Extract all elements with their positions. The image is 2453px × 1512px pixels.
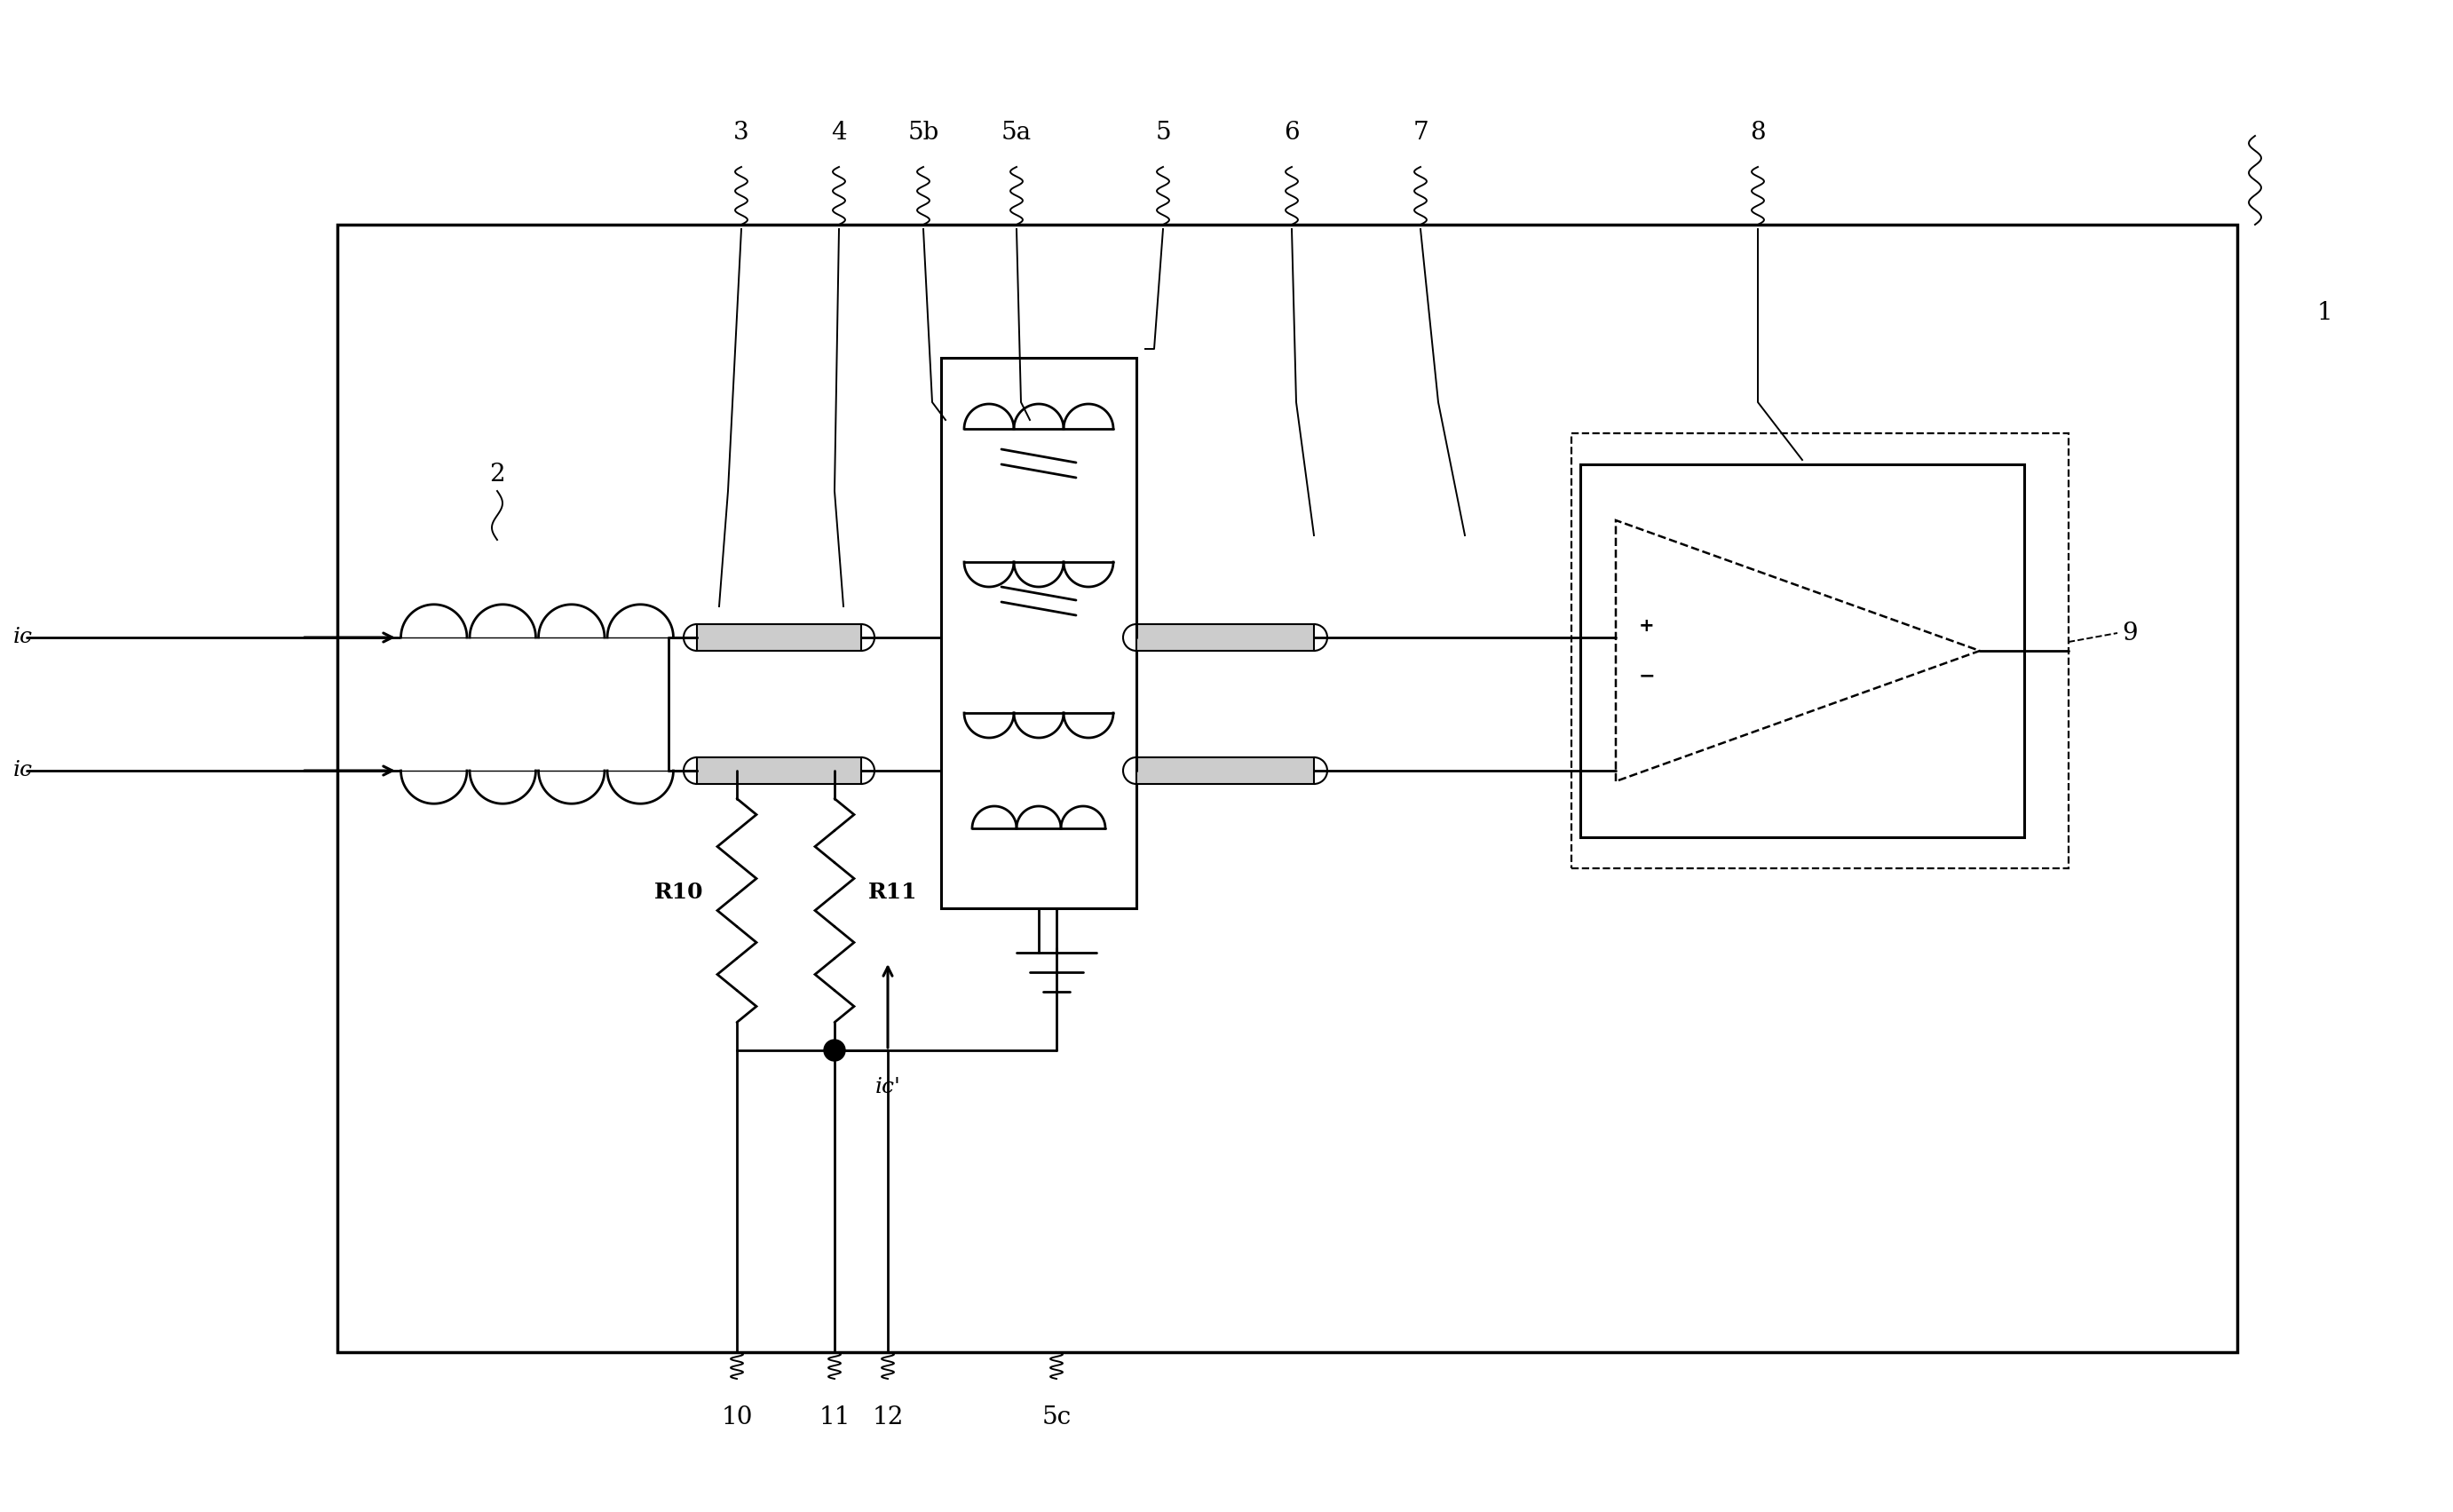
Bar — [697, 624, 861, 650]
Text: ic: ic — [12, 627, 32, 647]
Text: 9: 9 — [2122, 621, 2137, 646]
Bar — [697, 624, 861, 650]
Text: 5b: 5b — [908, 121, 939, 145]
Text: 3: 3 — [733, 121, 748, 145]
Bar — [1136, 624, 1315, 650]
Text: 7: 7 — [1413, 121, 1428, 145]
Text: −: − — [1639, 667, 1656, 685]
Bar — [1572, 434, 2068, 868]
Bar — [1136, 758, 1315, 783]
Text: 11: 11 — [819, 1406, 851, 1429]
Bar — [1580, 464, 2024, 838]
Text: 5c: 5c — [1043, 1406, 1072, 1429]
Text: 6: 6 — [1283, 121, 1300, 145]
Text: R11: R11 — [868, 881, 917, 903]
Text: ic': ic' — [876, 1077, 900, 1098]
Text: 1: 1 — [2318, 301, 2333, 325]
Text: +: + — [1639, 617, 1656, 635]
Bar — [697, 758, 861, 783]
Circle shape — [824, 1040, 846, 1061]
Text: 4: 4 — [832, 121, 846, 145]
Text: 12: 12 — [873, 1406, 903, 1429]
Text: R10: R10 — [655, 881, 704, 903]
Bar — [1136, 758, 1315, 783]
Text: 5a: 5a — [1001, 121, 1033, 145]
Text: 8: 8 — [1749, 121, 1766, 145]
Bar — [339, 225, 2237, 1352]
Bar — [697, 758, 861, 783]
Text: 5: 5 — [1155, 121, 1170, 145]
Bar — [1136, 624, 1315, 650]
Text: 10: 10 — [721, 1406, 753, 1429]
Bar — [942, 358, 1136, 909]
Text: 2: 2 — [488, 463, 505, 487]
Text: ic: ic — [12, 761, 32, 780]
